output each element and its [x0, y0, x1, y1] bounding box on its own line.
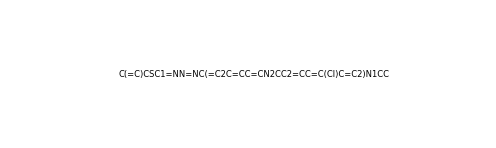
Text: C(=C)CSC1=NN=NC(=C2C=CC=CN2CC2=CC=C(Cl)C=C2)N1CC: C(=C)CSC1=NN=NC(=C2C=CC=CN2CC2=CC=C(Cl)C… — [119, 70, 390, 79]
